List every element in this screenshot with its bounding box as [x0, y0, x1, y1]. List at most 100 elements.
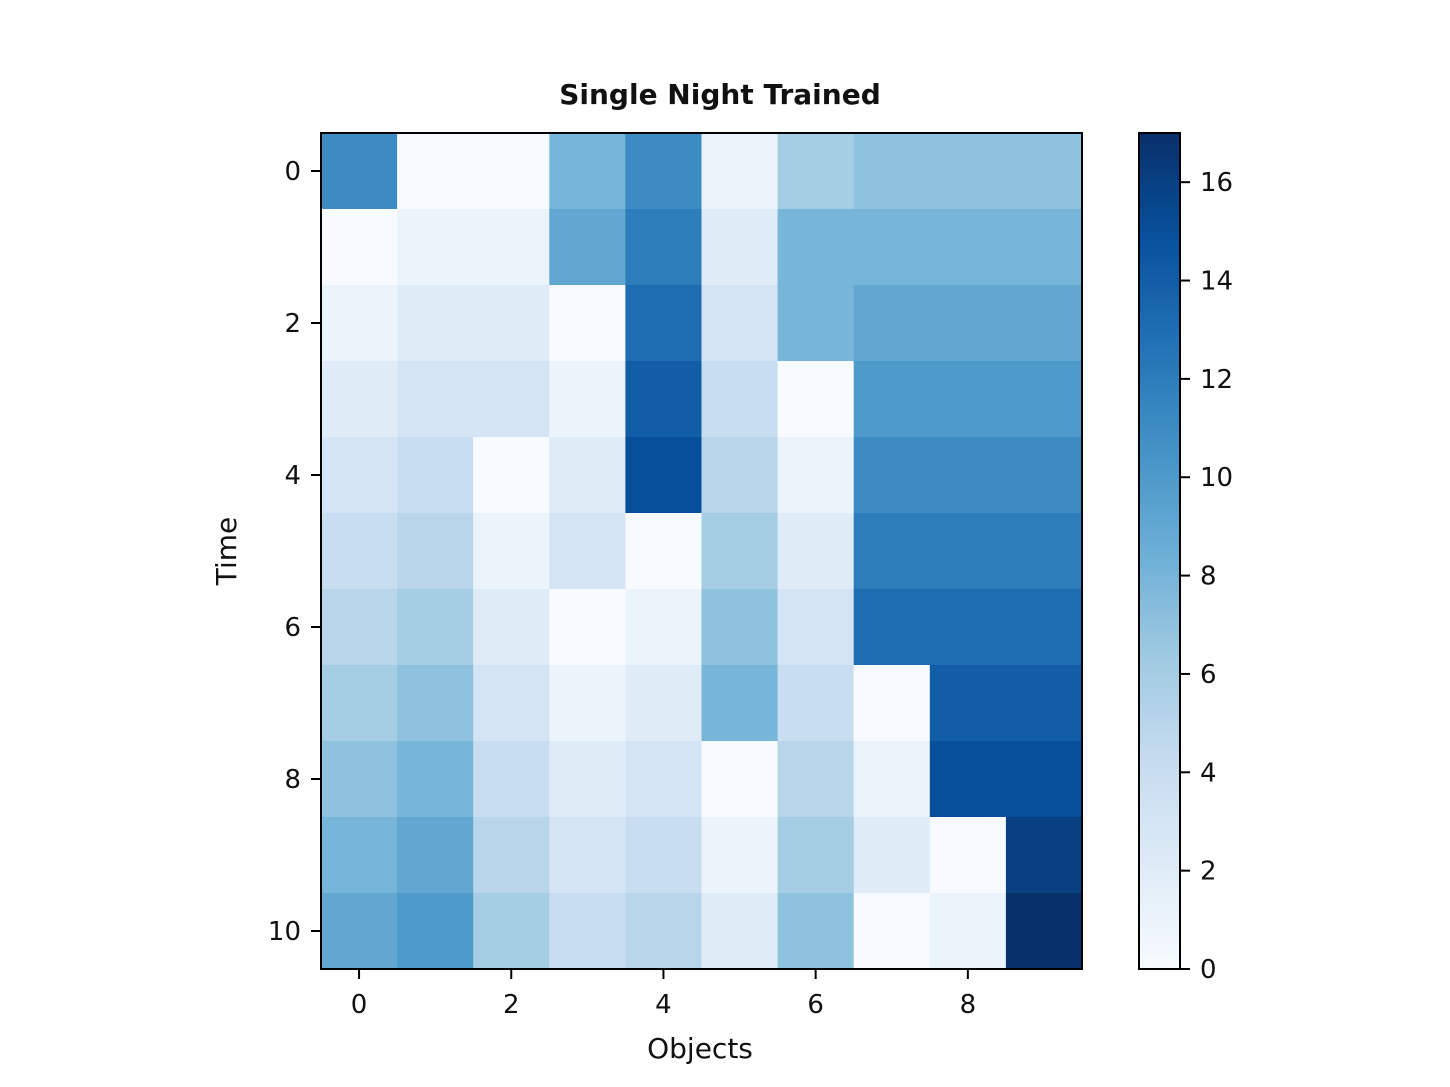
heatmap-cell — [321, 893, 398, 970]
heatmap-cell — [397, 513, 474, 590]
heatmap-cell — [625, 361, 703, 438]
heatmap-cell — [625, 285, 703, 362]
heatmap-cell — [321, 665, 398, 742]
heatmap-cell — [1005, 133, 1083, 210]
heatmap-cell — [853, 285, 931, 362]
heatmap-cell — [929, 741, 1007, 818]
heatmap-cell — [1005, 589, 1083, 666]
heatmap-cell — [321, 817, 398, 894]
heatmap-cell — [321, 437, 398, 514]
heatmap-cell — [473, 665, 550, 742]
x-axis-label: Objects — [647, 1032, 753, 1065]
heatmap-cell — [397, 665, 474, 742]
heatmap-cell — [701, 741, 779, 818]
colorbar-tick-label: 4 — [1200, 758, 1217, 788]
heatmap-cell — [549, 209, 626, 286]
y-tick-label: 0 — [284, 157, 301, 187]
chart-title: Single Night Trained — [559, 78, 881, 111]
heatmap-cell — [777, 741, 855, 818]
colorbar-tick-label: 12 — [1200, 365, 1233, 395]
heatmap-cell — [473, 589, 550, 666]
heatmap-cell — [397, 589, 474, 666]
y-axis-label: Time — [210, 517, 243, 587]
heatmap-cell — [853, 741, 931, 818]
heatmap-cell — [549, 437, 626, 514]
heatmap-cell — [701, 665, 779, 742]
heatmap-cell — [473, 133, 550, 210]
heatmap-cell — [701, 361, 779, 438]
heatmap-cell — [929, 513, 1007, 590]
heatmap-cell — [1005, 741, 1083, 818]
heatmap-cell — [397, 285, 474, 362]
heatmap-cell — [397, 133, 474, 210]
heatmap-cell — [853, 209, 931, 286]
heatmap-cell — [1005, 893, 1083, 970]
colorbar-tick-label: 10 — [1200, 463, 1233, 493]
heatmap-cell — [1005, 513, 1083, 590]
heatmap-cell — [1005, 361, 1083, 438]
heatmap-cell — [473, 817, 550, 894]
heatmap-cell — [1005, 285, 1083, 362]
heatmap-cell — [1005, 665, 1083, 742]
heatmap-cell — [549, 361, 626, 438]
heatmap-cell — [701, 209, 779, 286]
y-axis-ticks: 0 2 4 6 8 10 — [268, 157, 321, 947]
heatmap-cell — [701, 285, 779, 362]
heatmap-cell — [549, 285, 626, 362]
heatmap-cell — [473, 513, 550, 590]
heatmap-cell — [1005, 209, 1083, 286]
heatmap-cell — [929, 589, 1007, 666]
heatmap-cell — [1005, 817, 1083, 894]
heatmap-cell — [853, 437, 931, 514]
heatmap-cell — [321, 209, 398, 286]
y-tick-label: 10 — [268, 917, 301, 947]
x-tick-label: 6 — [807, 990, 824, 1020]
heatmap-cell — [625, 209, 703, 286]
heatmap-cell — [473, 893, 550, 970]
heatmap-cell — [473, 209, 550, 286]
colorbar-tick-label: 16 — [1200, 168, 1233, 198]
heatmap-cell — [701, 589, 779, 666]
x-axis-ticks: 0 2 4 6 8 — [351, 969, 976, 1020]
heatmap-cell — [701, 817, 779, 894]
heatmap-cell — [853, 893, 931, 970]
heatmap-cell — [473, 741, 550, 818]
y-tick-label: 4 — [284, 461, 301, 491]
heatmap-cell — [549, 589, 626, 666]
heatmap-cell — [777, 513, 855, 590]
heatmap-cell — [1005, 437, 1083, 514]
x-tick-label: 2 — [503, 990, 520, 1020]
heatmap-cell — [777, 209, 855, 286]
heatmap-cell — [397, 817, 474, 894]
heatmap-cell — [397, 741, 474, 818]
heatmap-cell — [321, 589, 398, 666]
y-tick-label: 8 — [284, 765, 301, 795]
y-tick-label: 2 — [284, 309, 301, 339]
x-tick-label: 0 — [351, 990, 368, 1020]
heatmap-cell — [701, 893, 779, 970]
heatmap-cell — [473, 437, 550, 514]
heatmap-cell — [625, 589, 703, 666]
colorbar-tick-label: 6 — [1200, 660, 1217, 690]
heatmap-cell — [473, 285, 550, 362]
heatmap-cell — [701, 513, 779, 590]
heatmap-cell — [397, 437, 474, 514]
heatmap-cell — [625, 513, 703, 590]
heatmap-cell — [321, 361, 398, 438]
x-tick-label: 4 — [655, 990, 672, 1020]
heatmap-cell — [853, 665, 931, 742]
colorbar-tick-label: 0 — [1200, 955, 1217, 985]
heatmap-cell — [929, 893, 1007, 970]
plot-frame — [320, 132, 1083, 970]
colorbar-ticks: 0 2 4 6 8 10 12 14 16 — [1180, 168, 1233, 985]
heatmap-cell — [473, 361, 550, 438]
x-tick-label: 8 — [960, 990, 977, 1020]
heatmap-cell — [321, 741, 398, 818]
heatmap-cell — [929, 437, 1007, 514]
heatmap-cell — [777, 285, 855, 362]
colorbar-tick-label: 2 — [1200, 857, 1217, 887]
heatmap-cell — [321, 285, 398, 362]
heatmap-cell — [929, 665, 1007, 742]
heatmap-cell — [853, 513, 931, 590]
